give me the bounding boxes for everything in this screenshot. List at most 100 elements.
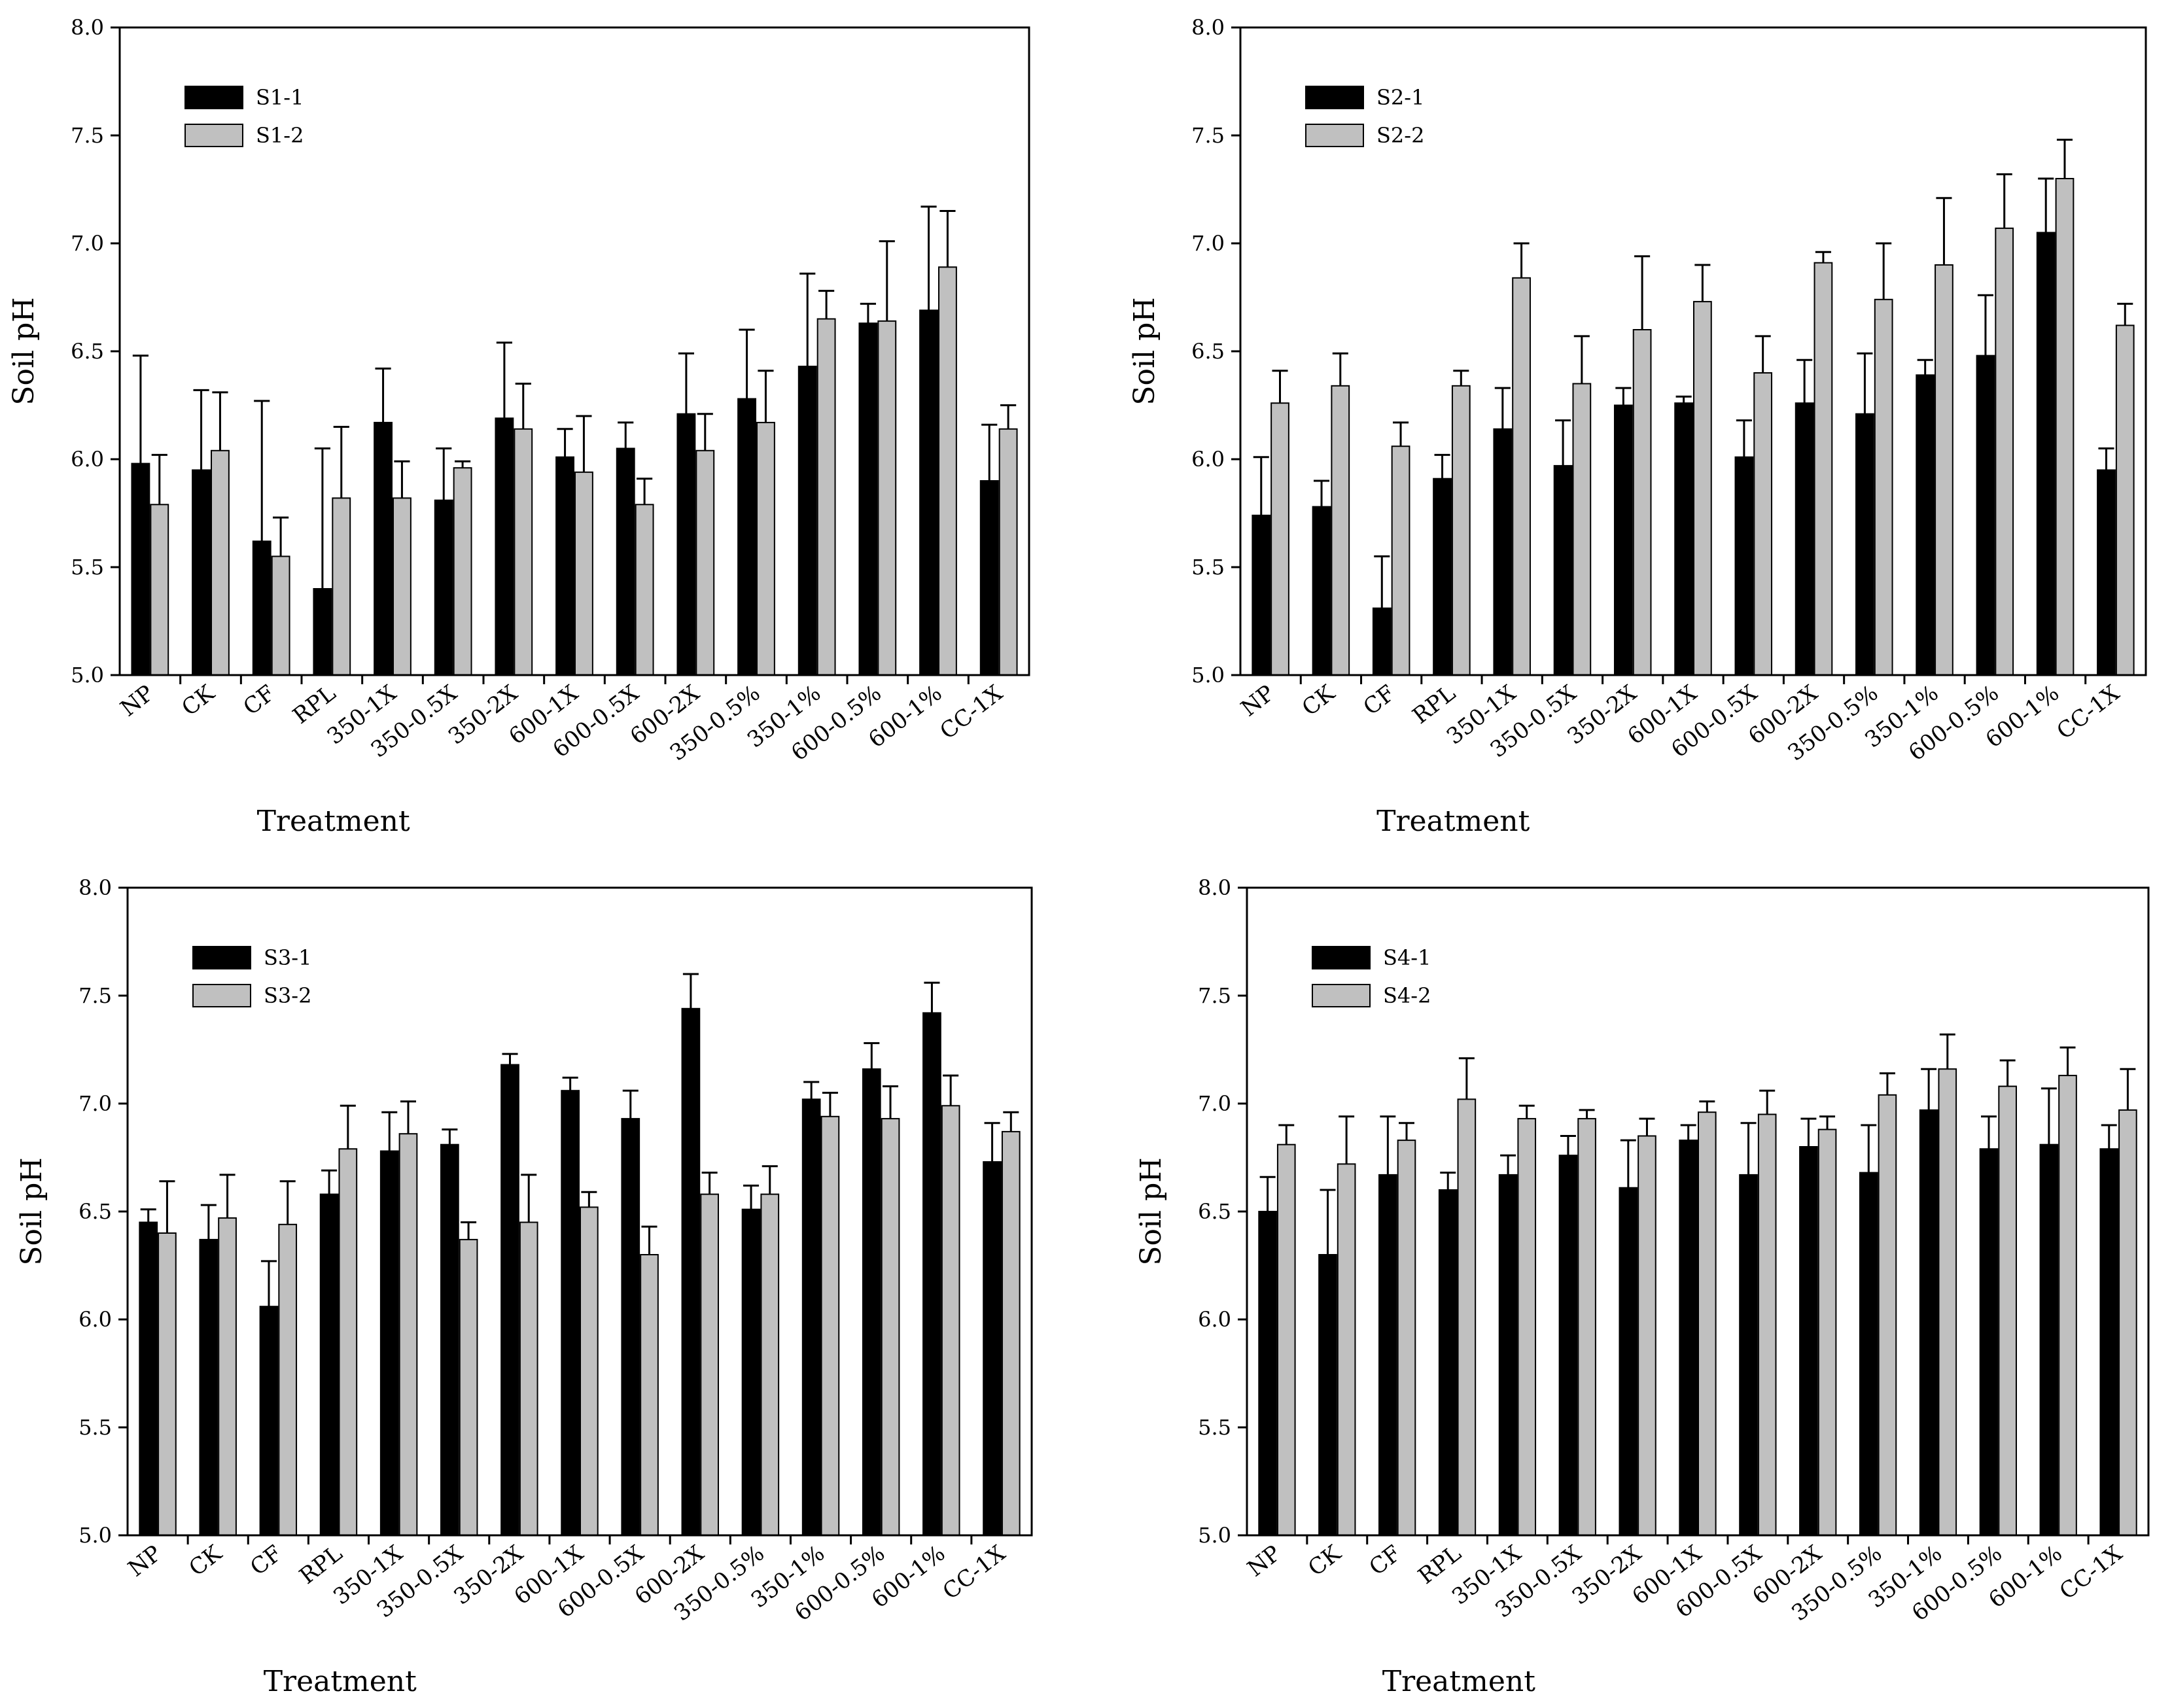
bar-s3-2-11: [820, 1115, 840, 1537]
bar-s3-2-3: [338, 1148, 358, 1537]
bar-s4-1-0: [1258, 1211, 1277, 1536]
y-tick-label: 7.5: [1191, 123, 1225, 148]
error-bar-s3-1-2: [260, 1260, 277, 1307]
x-tick-label: CK: [184, 1540, 228, 1582]
x-tick-label: CF: [238, 680, 280, 721]
bar-s1-2-13: [938, 266, 957, 676]
bar-s2-2-1: [1331, 385, 1350, 676]
bar-s2-1-5: [1553, 464, 1573, 676]
error-bar-s2-2-12: [1996, 173, 2012, 228]
bar-s1-2-12: [877, 320, 897, 676]
error-bar-s2-2-3: [1453, 370, 1469, 386]
error-bar-s3-1-5: [442, 1128, 458, 1145]
bar-s1-1-11: [797, 366, 817, 676]
y-tick-label: 5.5: [71, 555, 104, 580]
error-bar-s3-2-5: [461, 1221, 477, 1240]
bar-s1-2-11: [816, 318, 836, 676]
error-bar-s4-2-5: [1579, 1109, 1595, 1119]
legend-label: S3-1: [264, 945, 311, 970]
error-bar-s4-2-4: [1518, 1104, 1535, 1119]
bar-s1-1-14: [979, 480, 999, 676]
bar-s2-2-13: [2055, 178, 2075, 676]
legend-item-s4-1: S4-1: [1312, 945, 1431, 970]
bar-s1-2-7: [574, 471, 593, 676]
error-bar-s2-1-7: [1675, 395, 1692, 404]
bar-s2-1-13: [2036, 232, 2056, 676]
error-bar-s3-1-13: [924, 981, 940, 1013]
bar-s3-1-1: [199, 1238, 219, 1537]
legend-item-s4-2: S4-2: [1312, 983, 1431, 1008]
bar-s4-1-1: [1318, 1254, 1337, 1536]
bar-s3-2-2: [278, 1223, 298, 1537]
bar-s4-2-4: [1517, 1118, 1537, 1536]
error-bar-s1-1-9: [678, 352, 694, 414]
bar-s3-2-12: [881, 1118, 900, 1536]
error-bar-s2-1-3: [1434, 453, 1450, 479]
error-bar-s2-2-1: [1332, 352, 1348, 386]
x-axis-title: Treatment: [257, 805, 410, 838]
error-bar-s2-1-6: [1615, 387, 1632, 406]
error-bar-s1-1-5: [436, 447, 452, 500]
error-bar-s1-2-9: [697, 413, 713, 451]
x-tick-label: CF: [245, 1541, 287, 1581]
error-bar-s1-2-6: [515, 383, 531, 429]
bar-s2-1-14: [2097, 469, 2116, 676]
error-bar-s3-2-11: [822, 1092, 838, 1117]
error-bar-s4-1-1: [1320, 1189, 1336, 1255]
error-bar-s4-2-1: [1339, 1115, 1355, 1164]
error-bar-s4-2-11: [1939, 1033, 1955, 1070]
y-tick-label: 6.5: [71, 339, 104, 364]
error-bar-s4-2-9: [1819, 1115, 1836, 1130]
y-tick-label: 6.5: [79, 1199, 112, 1224]
error-bar-s4-2-7: [1699, 1100, 1715, 1113]
bar-s3-1-10: [741, 1208, 761, 1536]
bar-s1-1-3: [313, 588, 332, 676]
bar-s2-2-7: [1693, 301, 1712, 676]
bar-s4-2-7: [1698, 1111, 1717, 1536]
error-bar-s2-1-8: [1736, 419, 1752, 457]
y-tick-label: 5.5: [1191, 555, 1225, 580]
bar-s1-1-1: [192, 469, 211, 676]
error-bar-s4-1-2: [1380, 1115, 1396, 1175]
bar-s3-1-0: [139, 1221, 158, 1536]
error-bar-s4-1-6: [1620, 1139, 1636, 1188]
error-bar-s4-1-8: [1740, 1122, 1757, 1175]
bar-s1-1-12: [858, 322, 878, 676]
error-bar-s3-2-4: [400, 1100, 416, 1134]
error-bar-s4-2-0: [1278, 1124, 1295, 1145]
bar-s2-2-10: [1874, 298, 1893, 676]
bar-s2-2-14: [2115, 324, 2135, 676]
error-bar-s1-2-4: [394, 460, 410, 498]
chart-s3: 5.05.56.06.57.07.58.0NP CK CF RPL350-1X350-…: [15, 875, 1033, 1698]
x-tick-label: CC-1X: [935, 680, 1007, 744]
bar-s3-1-4: [379, 1150, 399, 1536]
bar-s1-1-13: [919, 309, 939, 676]
error-bar-s2-2-10: [1876, 242, 1892, 300]
bar-s4-1-8: [1739, 1174, 1758, 1536]
error-bar-s1-2-0: [151, 453, 167, 505]
bar-s3-2-14: [1001, 1130, 1021, 1536]
legend-swatch: [1312, 984, 1371, 1007]
bar-s3-1-12: [862, 1068, 881, 1536]
x-tick-label: CC-1X: [938, 1540, 1011, 1605]
bar-s1-2-2: [271, 555, 290, 676]
error-bar-s3-1-0: [140, 1208, 156, 1223]
bar-s3-2-1: [218, 1217, 237, 1537]
error-bar-s2-2-14: [2117, 302, 2133, 326]
error-bar-s4-2-14: [2120, 1068, 2136, 1110]
y-tick-label: 7.0: [1191, 231, 1225, 256]
legend-label: S4-2: [1383, 983, 1431, 1008]
bar-s3-1-13: [922, 1012, 941, 1536]
x-tick-label: CK: [177, 680, 220, 722]
error-bar-s2-1-12: [1977, 294, 1993, 356]
error-bar-s1-1-10: [739, 328, 755, 399]
bar-s4-2-10: [1878, 1094, 1897, 1537]
x-tick-label: CF: [1358, 680, 1400, 721]
y-tick-label: 7.5: [79, 983, 112, 1008]
legend-item-s2-2: S2-2: [1305, 123, 1424, 148]
legend-item-s1-2: S1-2: [184, 123, 304, 148]
bar-s4-1-12: [1979, 1148, 1999, 1537]
bar-s1-2-8: [635, 504, 654, 676]
legend-item-s3-1: S3-1: [192, 945, 311, 970]
